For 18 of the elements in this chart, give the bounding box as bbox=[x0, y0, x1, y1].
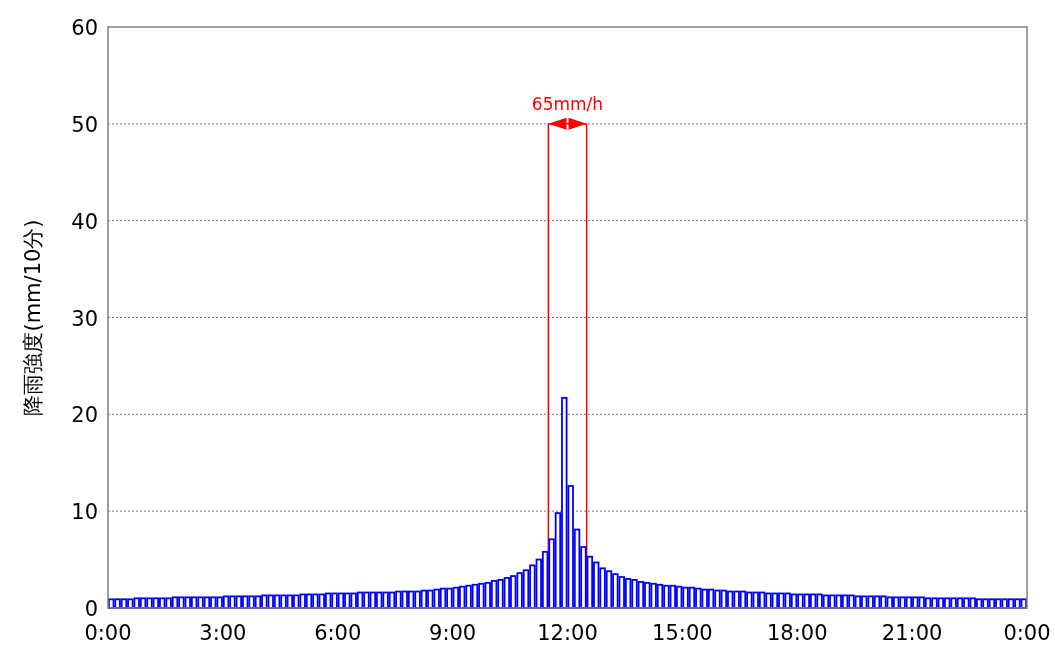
x-tick-label: 15:00 bbox=[652, 621, 713, 645]
y-tick-label: 30 bbox=[71, 306, 98, 331]
annotation: 65mm/h bbox=[531, 93, 604, 114]
x-tick-label: 12:00 bbox=[537, 621, 598, 645]
x-tick-label: 9:00 bbox=[429, 621, 477, 645]
y-tick-label: 10 bbox=[71, 500, 98, 525]
x-tick-label: 0:00 bbox=[84, 621, 132, 645]
x-tick-label: 18:00 bbox=[766, 621, 828, 645]
y-tick-label: 0 bbox=[84, 597, 98, 621]
y-tick-label: 20 bbox=[71, 403, 98, 428]
y-tick-label: 40 bbox=[71, 209, 98, 234]
y-axis-title: 降雨強度(mm/10分) bbox=[21, 219, 45, 416]
x-tick-label: 21:00 bbox=[881, 621, 943, 645]
y-tick-label: 50 bbox=[71, 112, 98, 137]
y-tick-label: 60 bbox=[71, 16, 98, 40]
x-tick-label: 3:00 bbox=[199, 621, 247, 645]
x-tick-label: 6:00 bbox=[314, 621, 362, 645]
x-tick-label: 0:00 bbox=[1003, 621, 1051, 645]
